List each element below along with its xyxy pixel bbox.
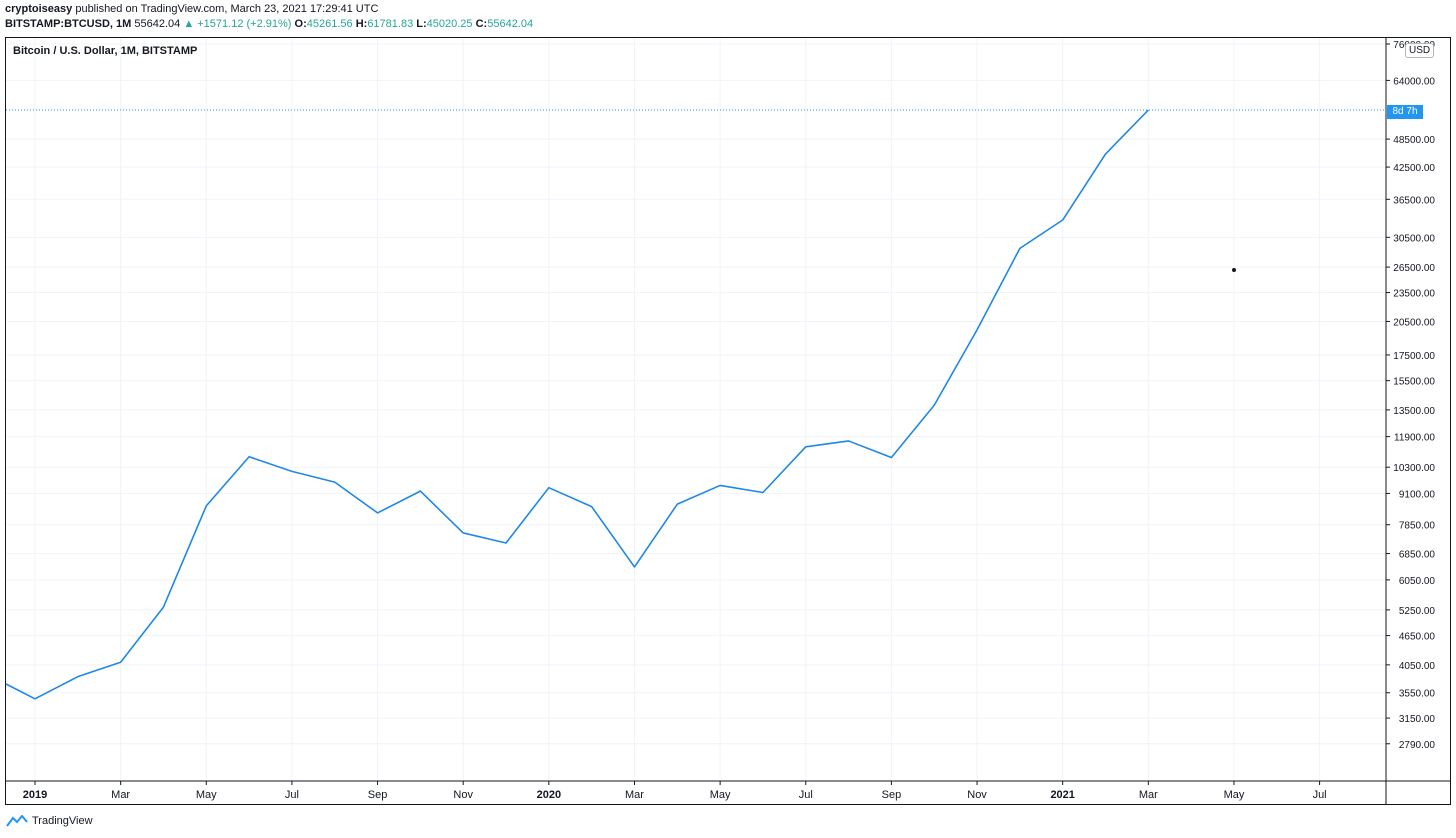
y-tick-label: 10300.00 <box>1393 463 1435 474</box>
currency-button[interactable]: USD <box>1405 43 1435 58</box>
x-tick-label: Mar <box>625 789 644 801</box>
y-tick-label: 36500.00 <box>1393 195 1435 206</box>
y-tick-label: 13500.00 <box>1393 406 1435 417</box>
footer-brand: TradingView <box>32 815 93 827</box>
x-tick-label: 2019 <box>23 789 47 801</box>
y-axis: 76000.0064000.0048500.0042500.0036500.00… <box>1385 38 1436 805</box>
symbol-label: BITSTAMP:BTCUSD, 1M <box>5 18 132 30</box>
price-line <box>5 109 1149 700</box>
last-price: 55642.04 <box>134 18 181 30</box>
chart-title: Bitcoin / U.S. Dollar, 1M, BITSTAMP <box>13 45 198 57</box>
chart-frame <box>5 37 1451 805</box>
high-value: 61781.83 <box>367 18 414 30</box>
low-label: L: <box>416 18 427 30</box>
y-tick-label: 6050.00 <box>1399 576 1436 587</box>
low-value: 45020.25 <box>426 18 473 30</box>
y-tick-label: 64000.00 <box>1393 76 1435 87</box>
footer[interactable]: TradingView <box>6 815 93 827</box>
x-tick-label: Jul <box>799 789 813 801</box>
y-tick-label: 7850.00 <box>1399 521 1436 532</box>
ohlc-legend: BITSTAMP:BTCUSD, 1M 55642.04 ▲ +1571.12 … <box>5 18 533 30</box>
x-tick-label: Jul <box>1313 789 1327 801</box>
y-tick-label: 2790.00 <box>1399 740 1436 751</box>
y-tick-label: 23500.00 <box>1393 289 1435 300</box>
x-tick-label: 2021 <box>1050 789 1074 801</box>
chart-grid <box>6 38 1386 781</box>
y-tick-label: 17500.00 <box>1393 351 1435 362</box>
x-tick-label: Nov <box>967 789 987 801</box>
x-tick-label: Mar <box>111 789 130 801</box>
y-tick-label: 3150.00 <box>1399 714 1436 725</box>
x-axis: 2019 Mar May Jul Sep Nov 2020 Mar May Jul Sep Nov 20… <box>6 780 1450 801</box>
publisher-name[interactable]: cryptoiseasy <box>5 3 73 15</box>
open-value: 45261.56 <box>306 18 353 30</box>
close-value: 55642.04 <box>487 18 534 30</box>
y-tick-label: 15500.00 <box>1393 377 1435 388</box>
y-tick-label: 48500.00 <box>1393 135 1435 146</box>
y-tick-label: 42500.00 <box>1393 163 1435 174</box>
x-tick-label: Mar <box>1139 789 1158 801</box>
countdown-price-tag: 8d 7h <box>1387 105 1423 119</box>
x-tick-label: Sep <box>882 789 902 801</box>
x-tick-label: Sep <box>368 789 388 801</box>
x-tick-label: Nov <box>453 789 473 801</box>
x-tick-label: May <box>196 789 217 801</box>
open-label: O: <box>294 18 307 30</box>
y-tick-label: 6850.00 <box>1399 550 1436 561</box>
price-series <box>5 109 1386 700</box>
x-tick-label: 2020 <box>537 789 561 801</box>
publish-info: cryptoiseasy published on TradingView.co… <box>5 3 378 15</box>
tradingview-logo-icon <box>6 815 28 827</box>
y-tick-label: 20500.00 <box>1393 317 1435 328</box>
x-tick-label: May <box>1224 789 1245 801</box>
cursor-dot <box>1232 268 1236 272</box>
y-tick-label: 9100.00 <box>1399 489 1436 500</box>
close-label: C: <box>475 18 488 30</box>
x-tick-label: Jul <box>285 789 299 801</box>
y-tick-label: 11900.00 <box>1394 433 1435 444</box>
y-tick-label: 26500.00 <box>1393 263 1435 274</box>
y-tick-label: 4050.00 <box>1399 661 1436 672</box>
high-label: H: <box>355 18 368 30</box>
y-tick-label: 30500.00 <box>1393 233 1435 244</box>
publish-text: published on TradingView.com, March 23, … <box>75 3 379 15</box>
y-tick-label: 3550.00 <box>1399 689 1436 700</box>
x-tick-label: May <box>710 789 731 801</box>
y-tick-label: 4650.00 <box>1399 632 1436 643</box>
y-tick-label: 5250.00 <box>1399 606 1436 617</box>
price-change: ▲ +1571.12 (+2.91%) <box>183 18 292 30</box>
